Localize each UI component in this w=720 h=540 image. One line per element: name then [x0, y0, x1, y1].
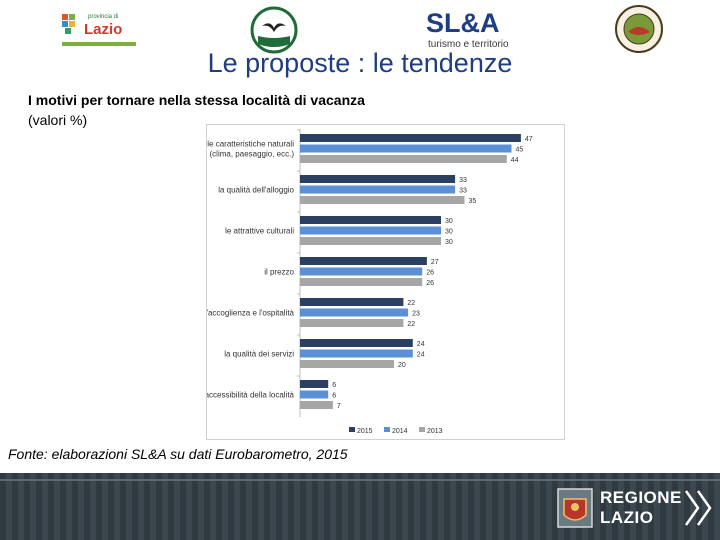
bar-2013 [300, 155, 507, 163]
source-note: Fonte: elaborazioni SL&A su dati Eurobar… [8, 446, 348, 462]
legend-label: 2015 [357, 428, 373, 435]
stamp-logo [615, 5, 663, 53]
category-label: le caratteristiche naturali (clima, paesa… [207, 140, 294, 159]
sla-tagline: turismo e territorio [428, 39, 509, 50]
data-label: 45 [516, 147, 524, 154]
bar-2013 [300, 360, 394, 368]
bar-2013 [300, 319, 404, 327]
data-label: 24 [417, 352, 425, 359]
category-label: accessibilità della località [207, 391, 295, 400]
lazio-text: LAZIO [600, 508, 654, 527]
category-label: il prezzo [264, 268, 294, 277]
chart-subtitle: I motivi per tornare nella stessa locali… [28, 90, 448, 130]
bar-2014 [300, 226, 441, 235]
bar-2015 [300, 175, 456, 183]
data-label: 22 [407, 321, 415, 328]
bar-2013 [300, 196, 465, 204]
regione-lazio-logo: REGIONE LAZIO [556, 485, 716, 531]
bar-2014 [300, 349, 413, 358]
data-label: 35 [469, 198, 477, 205]
legend-label: 2014 [392, 428, 408, 435]
bar-2013 [300, 278, 423, 286]
category-label: la qualità dei servizi [224, 350, 294, 359]
subtitle-line-2: (valori %) [28, 112, 88, 128]
bar-2015 [300, 298, 404, 306]
bar-2015 [300, 257, 427, 265]
data-label: 30 [445, 218, 453, 225]
legend-swatch-2013 [419, 427, 425, 432]
bar-2013 [300, 401, 333, 409]
category-label: la qualità dell'alloggio [218, 186, 294, 195]
data-label: 44 [511, 157, 519, 164]
lazio-logo-small-text: provincia di [88, 14, 118, 20]
category-label: l'accoglienza e l'ospitalità [207, 309, 295, 318]
bar-2015 [300, 216, 441, 224]
data-label: 23 [412, 311, 420, 318]
footer-band [0, 473, 720, 540]
data-label: 7 [337, 403, 341, 410]
regione-chevron-icon [684, 490, 712, 526]
bar-2014 [300, 308, 409, 317]
legend-label: 2013 [427, 428, 443, 435]
data-label: 6 [332, 393, 336, 400]
bar-2014 [300, 144, 512, 153]
bar-2014 [300, 185, 456, 194]
sla-logo-text: SL&A [426, 8, 500, 38]
subtitle-line-1: I motivi per tornare nella stessa locali… [28, 92, 365, 108]
data-label: 6 [332, 382, 336, 389]
bar-2015 [300, 380, 329, 388]
legend-swatch-2015 [349, 427, 355, 432]
chart-frame: le caratteristiche naturali (clima, paesa… [206, 124, 565, 440]
bar-2014 [300, 267, 423, 276]
data-label: 24 [417, 341, 425, 348]
bar-2014 [300, 390, 329, 399]
data-label: 30 [445, 239, 453, 246]
category-label: le attrattive culturali [225, 227, 294, 236]
data-label: 22 [407, 300, 415, 307]
data-label: 33 [459, 177, 467, 184]
sla-logo: SL&A turismo e territorio [426, 8, 526, 52]
regione-emblem-icon [557, 488, 593, 528]
bar-2015 [300, 134, 521, 142]
bar-chart: le caratteristiche naturali (clima, paesa… [207, 129, 533, 435]
data-label: 26 [426, 280, 434, 287]
data-label: 47 [525, 136, 533, 143]
page-title: Le proposte : le tendenze [207, 48, 513, 78]
bar-2013 [300, 237, 441, 245]
data-label: 27 [431, 259, 439, 266]
parks-bird-logo [250, 6, 298, 54]
regione-text: REGIONE [600, 488, 682, 507]
data-label: 20 [398, 362, 406, 369]
legend-swatch-2014 [384, 427, 390, 432]
lazio-province-logo: provincia di Lazio [62, 14, 136, 46]
bar-2015 [300, 339, 413, 347]
data-label: 30 [445, 229, 453, 236]
lazio-logo-text: Lazio [84, 21, 122, 38]
data-label: 33 [459, 188, 467, 195]
data-label: 26 [426, 270, 434, 277]
